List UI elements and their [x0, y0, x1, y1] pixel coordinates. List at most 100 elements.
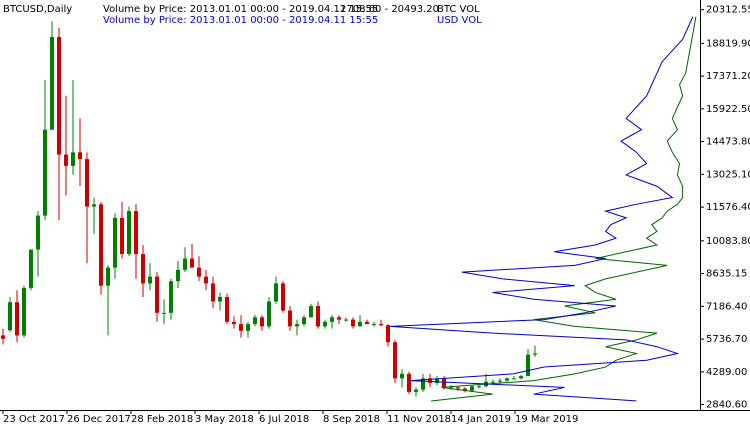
volume-profile: [431, 16, 697, 402]
candle-body: [372, 324, 376, 326]
candle-body: [358, 321, 362, 327]
candle-body: [204, 276, 208, 284]
candle-body: [246, 324, 250, 331]
candle-body: [183, 258, 187, 270]
candle-body: [43, 129, 47, 216]
candle-body: [120, 217, 124, 255]
y-tick-label: 10083.80: [706, 236, 750, 247]
candle-body: [162, 312, 166, 314]
candle-body: [407, 373, 411, 392]
y-tick-label: 17371.20: [706, 71, 750, 82]
candle-body: [134, 211, 138, 255]
candle-body: [295, 324, 299, 327]
candle-body: [393, 342, 397, 379]
x-tick-label: 11 Nov 2018: [387, 414, 451, 425]
x-tick-label: 23 Oct 2017: [3, 414, 65, 425]
candle-body: [169, 281, 173, 313]
candle-body: [85, 159, 89, 207]
candle-body: [15, 302, 19, 336]
candle-body: [323, 321, 327, 327]
candle-body: [379, 324, 383, 326]
y-tick-label: 2840.60: [706, 400, 747, 411]
candle-body: [526, 354, 530, 377]
candle-body: [141, 254, 145, 284]
candle-body: [22, 287, 26, 336]
candle-body: [225, 296, 229, 322]
legend-entry: BTC VOL: [437, 4, 480, 15]
candle-body: [533, 353, 537, 355]
candle-body: [260, 317, 264, 327]
candle-body: [99, 204, 103, 286]
candle-body: [64, 154, 68, 166]
candle-body: [1, 335, 5, 339]
candle-body: [442, 378, 446, 388]
candle-body: [365, 321, 369, 325]
candle-body: [253, 317, 257, 325]
candle-body: [498, 380, 502, 382]
y-tick-label: 11576.40: [706, 202, 750, 213]
candle-body: [400, 373, 404, 379]
y-tick-label: 14473.80: [706, 137, 750, 148]
candle-body: [435, 378, 439, 383]
y-tick-label: 7186.40: [706, 301, 747, 312]
y-tick-label: 8635.15: [706, 269, 747, 280]
candle-body: [421, 378, 425, 390]
indicator-label: Volume by Price: 2013.01.01 00:00 - 2019…: [103, 4, 378, 15]
y-tick-label: 13025.10: [706, 169, 750, 180]
candle-body: [344, 319, 348, 321]
x-tick-label: 28 Feb 2018: [131, 414, 193, 425]
x-tick-label: 6 Jul 2018: [259, 414, 309, 425]
legend-entry: USD VOL: [437, 15, 482, 26]
candle-body: [106, 267, 110, 286]
x-tick-label: 14 Jan 2019: [451, 414, 511, 425]
y-tick-label: 4289.00: [706, 367, 747, 378]
candle-body: [92, 204, 96, 207]
candle-body: [36, 215, 40, 250]
candle-body: [8, 302, 12, 331]
x-tick-label: 19 Mar 2019: [515, 414, 578, 425]
volume-profile: [389, 16, 694, 402]
y-tick-label: 5736.70: [706, 334, 747, 345]
y-tick-label: 15922.50: [706, 104, 750, 115]
candle-body: [351, 319, 355, 327]
candle-body: [330, 317, 334, 322]
x-tick-label: 8 Sep 2018: [323, 414, 380, 425]
candle-body: [519, 376, 523, 379]
candle-body: [414, 389, 418, 392]
candle-body: [50, 37, 54, 130]
chart-title: BTCUSD,Daily: [3, 4, 72, 15]
x-tick-label: 3 May 2018: [195, 414, 254, 425]
candle-body: [288, 310, 292, 327]
candle-body: [127, 211, 131, 255]
candle-body: [71, 152, 75, 166]
y-tick-label: 18819.90: [706, 38, 750, 49]
candle-body: [232, 321, 236, 325]
candle-body: [113, 217, 117, 268]
candle-body: [463, 388, 467, 391]
candle-body: [470, 386, 474, 391]
candle-body: [239, 324, 243, 331]
candle-body: [57, 37, 61, 155]
candle-body: [78, 152, 82, 160]
indicator-range: 2708.60 - 20493.20: [340, 4, 439, 15]
candle-body: [456, 387, 460, 389]
candle-body: [155, 276, 159, 313]
candle-body: [337, 317, 341, 320]
candle-body: [428, 378, 432, 383]
indicator-label: Volume by Price: 2013.01.01 00:00 - 2019…: [103, 15, 378, 26]
candle-body: [29, 249, 33, 288]
candle-body: [267, 301, 271, 327]
candle-body: [281, 283, 285, 311]
candle-body: [316, 306, 320, 327]
candle-body: [505, 378, 509, 381]
candle-body: [218, 296, 222, 302]
candle-body: [197, 267, 201, 277]
candle-body: [302, 317, 306, 325]
candle-body: [386, 325, 390, 343]
candle-body: [176, 269, 180, 282]
candle-body: [449, 387, 453, 389]
candle-body: [491, 381, 495, 383]
candle-body: [274, 283, 278, 302]
